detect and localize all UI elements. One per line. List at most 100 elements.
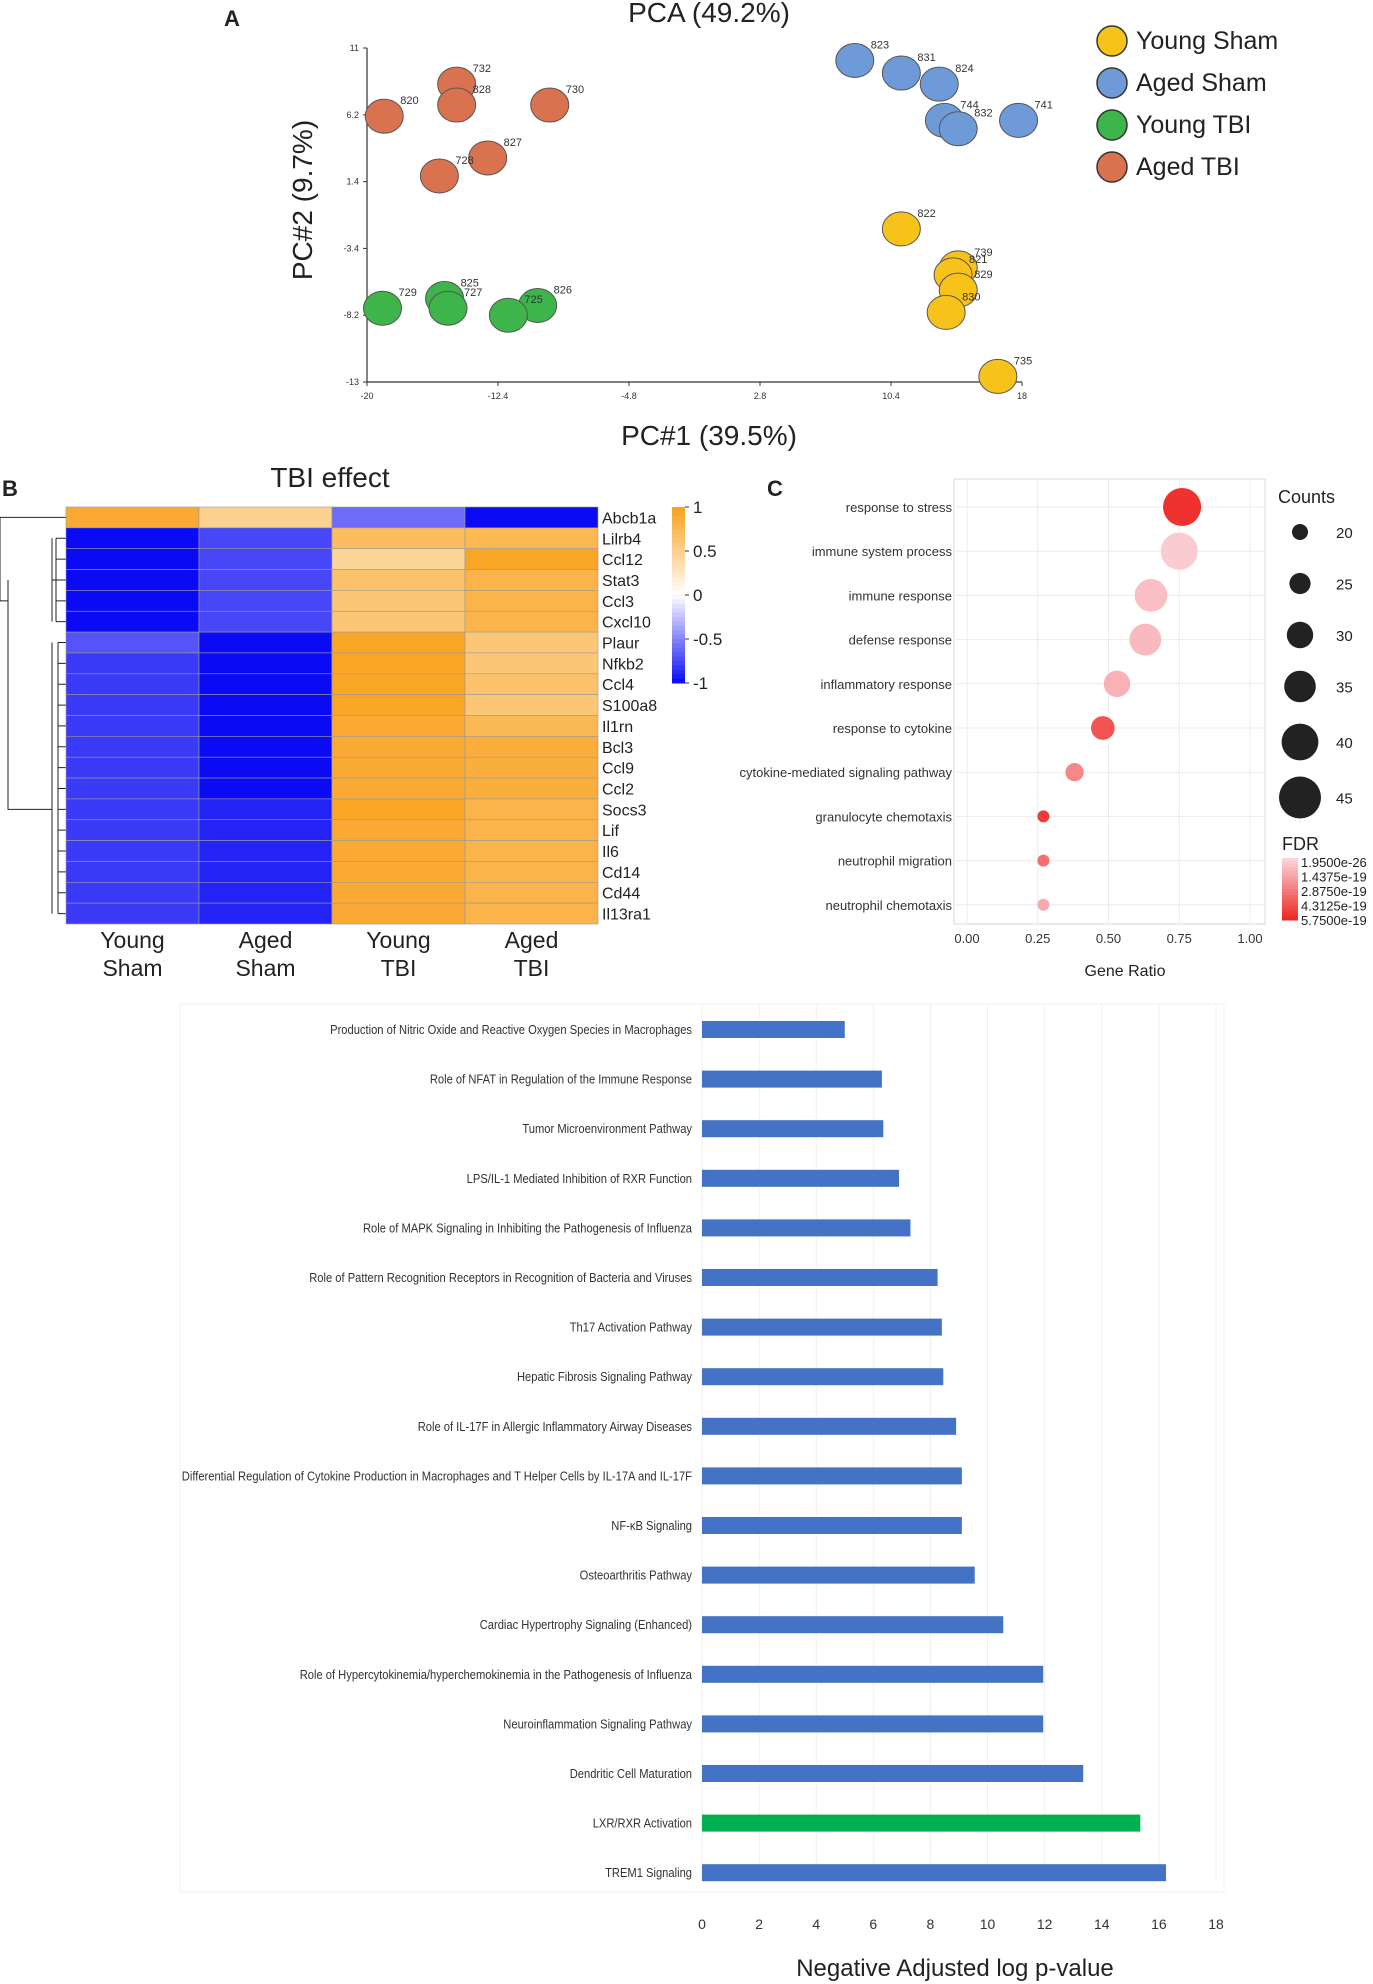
pca-point-label: 729 [399, 287, 417, 299]
dotplot-size-legend-dot [1284, 670, 1316, 703]
bar-label: Role of MAPK Signaling in Inhibiting the… [363, 1221, 692, 1236]
heatmap-cell [464, 861, 599, 883]
pca-y-tick-label: -13 [346, 377, 359, 387]
heatmap-cell [464, 652, 599, 675]
heatmap-cell [464, 756, 599, 779]
heatmap-colorbar-segment [672, 634, 685, 640]
pca-point-label: 830 [962, 291, 980, 303]
heatmap-colorbar-label: 1 [693, 498, 702, 517]
heatmap-cell [65, 902, 200, 925]
heatmap-colorbar-segment [672, 577, 685, 583]
heatmap-colorbar-segment [672, 608, 685, 614]
heatmap-row-label: Stat3 [602, 573, 639, 590]
heatmap-row-label: Socs3 [602, 802, 647, 819]
heatmap-colorbar-segment [672, 647, 685, 653]
heatmap-column-label: Aged [239, 927, 293, 953]
heatmap-colorbar-label: -0.5 [693, 630, 722, 649]
heatmap-dendrogram-branch [55, 537, 66, 623]
pca-point-label: 825 [461, 278, 479, 290]
bar-x-axis-title: Negative Adjusted log p-value [796, 1955, 1114, 1982]
heatmap-cell [331, 694, 466, 716]
heatmap-column-label: Aged [505, 927, 559, 953]
heatmap-column-label: TBI [381, 955, 417, 981]
pca-point-label: 725 [524, 294, 542, 306]
pca-legend-label: Aged TBI [1136, 153, 1240, 181]
heatmap-cell [198, 569, 333, 591]
heatmap-colorbar-segment [672, 542, 685, 548]
heatmap-cell [65, 861, 200, 883]
pca-point [428, 290, 468, 326]
heatmap-column-label: Young [366, 927, 430, 953]
dotplot-size-legend-label: 35 [1336, 680, 1353, 697]
pca-y-tick-label: -3.4 [343, 243, 359, 253]
heatmap-cell [464, 569, 599, 591]
pca-point [881, 55, 921, 91]
heatmap-cell [331, 506, 466, 529]
heatmap-cell [198, 694, 333, 716]
pca-point [419, 158, 459, 194]
dotplot-size-legend-label: 30 [1336, 628, 1353, 645]
heatmap-row-labels: Abcb1a Lilrb4 Ccl12 Stat3 Ccl3 Cxcl10 Plaur Nfk… [602, 510, 657, 923]
bar-label: Differential Regulation of Cytokine Prod… [182, 1469, 692, 1484]
pca-x-tick-label: 2.8 [754, 391, 767, 401]
heatmap-row-label: Lif [602, 823, 619, 840]
bar-label: Hepatic Fibrosis Signaling Pathway [517, 1369, 693, 1384]
dotplot-dot [1037, 810, 1050, 823]
dotplot-term-label: neutrophil chemotaxis [826, 898, 953, 913]
heatmap-colorbar-segment [672, 581, 685, 587]
bar-label: Osteoarthritis Pathway [580, 1568, 693, 1583]
heatmap-dendrogram [0, 516, 66, 915]
pca-point-label: 826 [554, 284, 572, 296]
heatmap-cell [464, 777, 599, 800]
heatmap-cell [65, 756, 200, 779]
pca-axes: -20 -12.4 -4.8 2.8 10.4 18 11 6.2 1.4 -3.4 -8.2 -13 [343, 43, 1027, 401]
heatmap-cell [198, 881, 333, 904]
bar-label: Role of IL-17F in Allergic Inflammatory … [418, 1419, 692, 1434]
heatmap-colorbar-segment [672, 669, 685, 675]
bar-label: Neuroinflammation Signaling Pathway [503, 1717, 693, 1732]
heatmap-cell [464, 881, 599, 904]
heatmap-cell [198, 777, 333, 800]
bar-label: Role of Hypercytokinemia/hyperchemokinem… [300, 1667, 693, 1682]
heatmap-cell [331, 548, 466, 570]
pca-point-label: 827 [504, 137, 522, 149]
dotplot-term-label: neutrophil migration [838, 854, 952, 869]
dotplot-x-tick-label: 0.00 [954, 931, 979, 946]
dotplot-color-legend-segment [1282, 895, 1298, 899]
heatmap-title: TBI effect [270, 462, 390, 493]
pca-point-label: 821 [969, 254, 987, 266]
dotplot-term-label: immune response [849, 588, 952, 603]
dotplot-color-legend-segment [1282, 861, 1298, 865]
heatmap-cell [331, 590, 466, 612]
heatmap-colorbar-segment [672, 551, 685, 556]
heatmap-cell [198, 715, 333, 737]
pca-point-label: 727 [464, 287, 482, 299]
heatmap-cell [331, 840, 466, 862]
pca-x-tick-label: 18 [1017, 391, 1027, 401]
bar [702, 1368, 944, 1386]
heatmap-row-label: Ccl12 [602, 552, 643, 569]
heatmap-cell [65, 548, 200, 570]
pca-x-tick-label: -20 [360, 391, 373, 401]
heatmap-dendrogram-branch [57, 642, 66, 915]
heatmap-cell [198, 590, 333, 612]
heatmap-cell [65, 673, 200, 695]
bar [702, 1715, 1044, 1733]
heatmap-cell [464, 736, 599, 758]
heatmap-cell [331, 631, 466, 654]
heatmap-colorbar-label: 0 [693, 586, 702, 605]
heatmap-column-label: Sham [102, 955, 162, 981]
dotplot-x-tick-label: 0.50 [1096, 931, 1121, 946]
dotplot-term-label: granulocyte chemotaxis [815, 809, 952, 824]
bar-x-tick-label: 16 [1151, 1916, 1167, 1932]
heatmap-cell [331, 736, 466, 758]
pca-point-label: 732 [473, 63, 491, 75]
pca-point-label: 832 [974, 108, 992, 120]
pca-x-axis-title: PC#1 (39.5%) [621, 420, 797, 451]
pca-point [978, 358, 1018, 394]
heatmap-row-label: Ccl4 [602, 677, 634, 694]
heatmap-cell [65, 652, 200, 675]
dotplot-color-legend-segment [1282, 870, 1298, 874]
